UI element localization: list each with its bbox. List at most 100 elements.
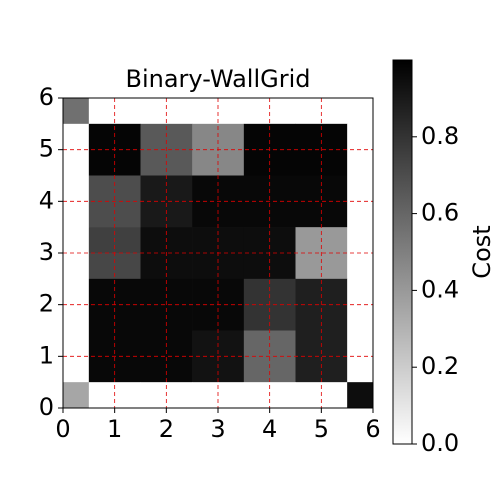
heatmap-cell: [114, 278, 141, 305]
heatmap-cell: [321, 149, 348, 176]
x-tick-label: 1: [107, 415, 122, 443]
heatmap-cell: [321, 201, 348, 228]
heatmap-cell: [295, 123, 322, 150]
heatmap-cell: [218, 201, 245, 228]
heatmap-cell: [295, 175, 322, 202]
heatmap-cell: [114, 304, 141, 331]
heatmap-cell: [218, 123, 245, 150]
x-tick-label: 6: [365, 415, 380, 443]
heatmap-cell: [88, 304, 115, 331]
heatmap-cell: [321, 278, 348, 305]
heatmap-cell: [321, 382, 348, 409]
heatmap-cell: [347, 253, 374, 280]
chart-title: Binary-WallGrid: [126, 65, 311, 93]
heatmap-cell: [166, 330, 193, 357]
heatmap-cell: [140, 123, 167, 150]
heatmap-cell: [88, 278, 115, 305]
heatmap-cell: [140, 201, 167, 228]
heatmap-cell: [218, 227, 245, 254]
heatmap-cell: [114, 123, 141, 150]
heatmap-cell: [295, 98, 322, 125]
heatmap-cell: [243, 149, 270, 176]
heatmap-cell: [63, 123, 90, 150]
heatmap-cell: [269, 175, 296, 202]
heatmap-cell: [63, 201, 90, 228]
heatmap-cell: [140, 382, 167, 409]
heatmap-cell: [269, 123, 296, 150]
heatmap-cell: [63, 304, 90, 331]
heatmap-cell: [269, 278, 296, 305]
heatmap-cell: [192, 253, 219, 280]
heatmap-cell: [140, 356, 167, 383]
y-tick-label: 3: [39, 238, 54, 266]
heatmap-cell: [347, 227, 374, 254]
heatmap-cell: [321, 227, 348, 254]
heatmap-cell: [347, 304, 374, 331]
heatmap-cell: [321, 253, 348, 280]
heatmap-cell: [114, 175, 141, 202]
heatmap-cell: [166, 123, 193, 150]
heatmap-cell: [243, 123, 270, 150]
heatmap-cell: [88, 149, 115, 176]
colorbar-tick-label: 0.4: [421, 275, 459, 303]
heatmap-cell: [88, 253, 115, 280]
heatmap-cell: [166, 98, 193, 125]
heatmap-cell: [321, 175, 348, 202]
heatmap-cell: [140, 304, 167, 331]
heatmap-cell: [63, 175, 90, 202]
heatmap-cell: [295, 278, 322, 305]
heatmap-cell: [63, 227, 90, 254]
heatmap-cell: [243, 304, 270, 331]
heatmap-cell: [218, 278, 245, 305]
heatmap-cell: [192, 201, 219, 228]
heatmap-cell: [218, 98, 245, 125]
heatmap-cell: [63, 253, 90, 280]
heatmap-cell: [63, 382, 90, 409]
heatmap-cell: [88, 201, 115, 228]
heatmap-cell: [140, 330, 167, 357]
heatmap-cell: [269, 304, 296, 331]
heatmap-cell: [192, 330, 219, 357]
heatmap-cell: [218, 382, 245, 409]
heatmap-cell: [295, 149, 322, 176]
heatmap-cell: [295, 356, 322, 383]
x-tick-label: 0: [55, 415, 70, 443]
heatmap-cell: [114, 98, 141, 125]
heatmap-cell: [243, 227, 270, 254]
heatmap-cell: [63, 356, 90, 383]
heatmap-cell: [192, 304, 219, 331]
heatmap-cell: [347, 175, 374, 202]
heatmap-cell: [166, 382, 193, 409]
x-tick-label: 3: [210, 415, 225, 443]
heatmap-cell: [166, 304, 193, 331]
y-tick-label: 0: [39, 393, 54, 421]
heatmap-cell: [347, 278, 374, 305]
heatmap-cell: [243, 253, 270, 280]
heatmap-cell: [218, 356, 245, 383]
heatmap-cell: [63, 149, 90, 176]
heatmap-cell: [192, 123, 219, 150]
heatmap-cell: [218, 175, 245, 202]
y-tick-label: 1: [39, 341, 54, 369]
heatmap-cell: [192, 149, 219, 176]
heatmap-cell: [321, 304, 348, 331]
heatmap-cell: [347, 123, 374, 150]
heatmap-cell: [218, 253, 245, 280]
heatmap-cell: [347, 356, 374, 383]
heatmap-cell: [218, 149, 245, 176]
x-tick-label: 2: [159, 415, 174, 443]
colorbar-tick-label: 0.8: [421, 122, 459, 150]
heatmap-cell: [243, 330, 270, 357]
heatmap-cell: [114, 227, 141, 254]
heatmap-cell: [114, 201, 141, 228]
heatmap-cell: [88, 330, 115, 357]
heatmap-cell: [140, 175, 167, 202]
heatmap-cell: [243, 382, 270, 409]
heatmap-cell: [140, 149, 167, 176]
colorbar-label: Cost: [468, 225, 496, 278]
heatmap-cell: [347, 330, 374, 357]
heatmap-cell: [192, 175, 219, 202]
heatmap-cell: [347, 98, 374, 125]
y-tick-label: 5: [39, 135, 54, 163]
